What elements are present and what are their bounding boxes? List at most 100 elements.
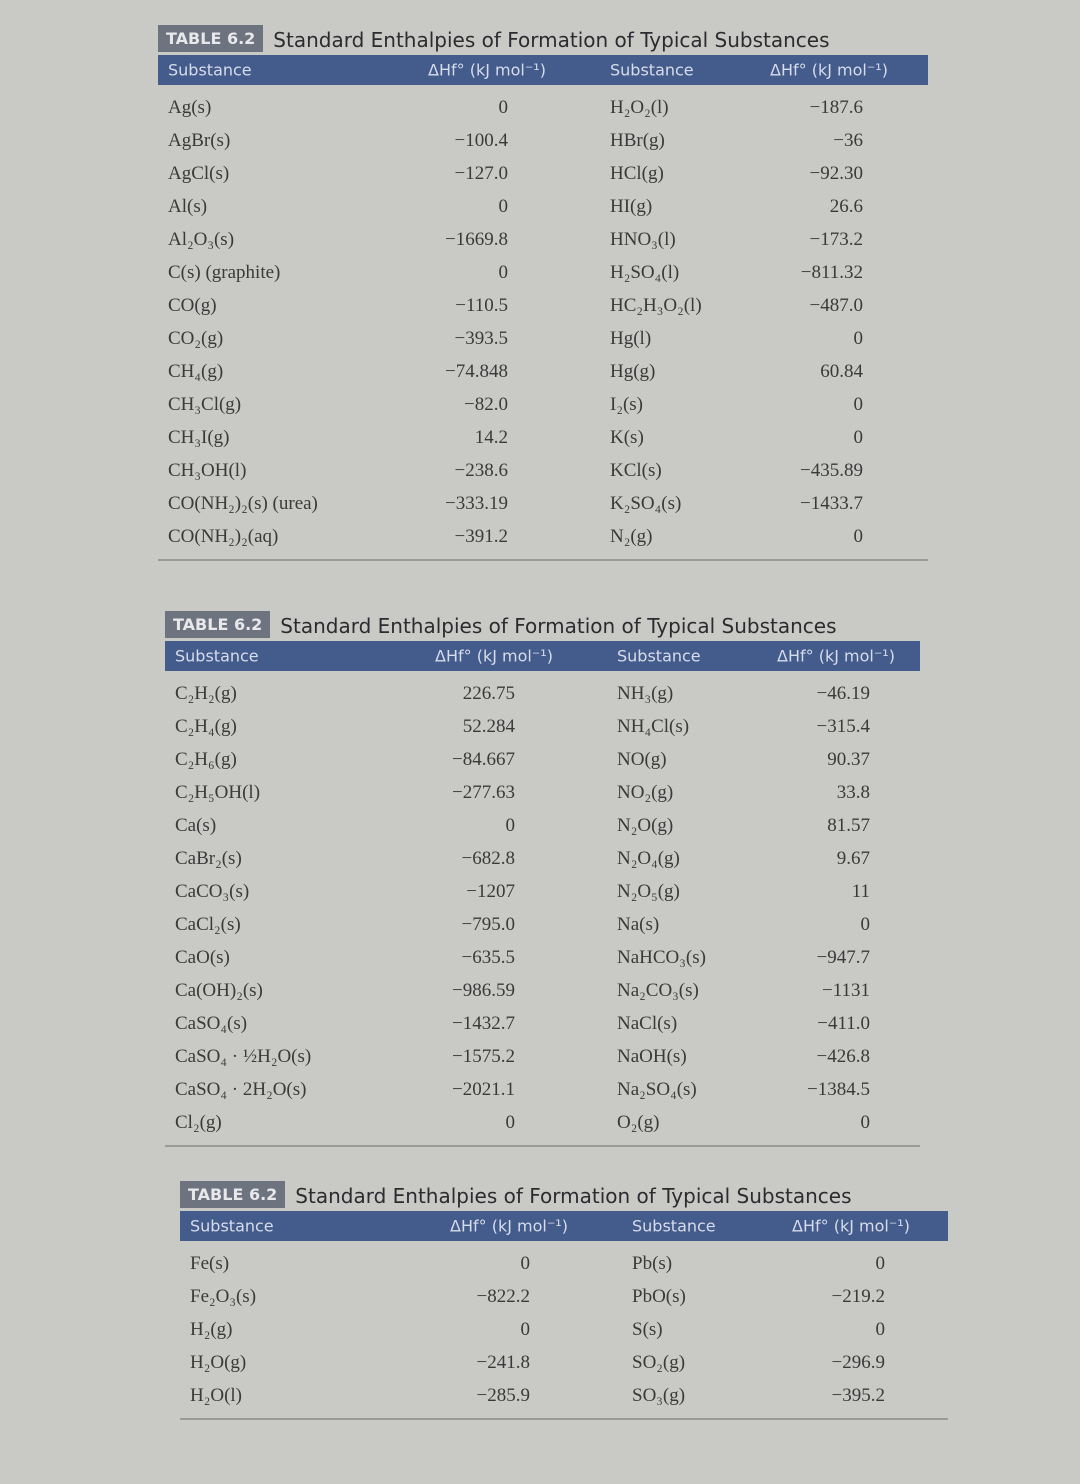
table-row: CH₃I(g) 14.2 K(s) 0	[158, 421, 928, 454]
substance-name: CaBr₂(s)	[175, 847, 242, 869]
column-header: Substance	[617, 646, 701, 666]
enthalpy-value: 0	[860, 913, 871, 935]
enthalpy-value: 0	[853, 426, 864, 448]
table-row: CO(NH₂)₂(s) (urea) −333.19 K₂SO₄(s) −1433.7	[158, 487, 928, 520]
enthalpy-value: −426.8	[816, 1045, 870, 1067]
substance-name: NO(g)	[617, 748, 667, 770]
enthalpy-value: −822.2	[476, 1285, 530, 1307]
substance-name: H₂O₂(l)	[610, 96, 669, 118]
substance-name: Na₂SO₄(s)	[617, 1078, 697, 1100]
table-row: CO(g) −110.5 HC₂H₃O₂(l) −487.0	[158, 289, 928, 322]
enthalpy-value: −219.2	[831, 1285, 885, 1307]
substance-name: HBr(g)	[610, 129, 665, 151]
enthalpy-value: −2021.1	[452, 1078, 515, 1100]
enthalpy-value: −393.5	[454, 327, 508, 349]
substance-name: CO(NH₂)₂(s) (urea)	[168, 492, 318, 514]
enthalpy-value: −127.0	[454, 162, 508, 184]
enthalpy-value: −1384.5	[807, 1078, 870, 1100]
substance-name: Pb(s)	[632, 1252, 673, 1274]
table-number-label: TABLE 6.2	[180, 1181, 286, 1208]
enthalpy-value: 226.75	[462, 682, 515, 704]
enthalpy-value: 0	[498, 96, 509, 118]
enthalpy-value: 11	[851, 880, 870, 902]
enthalpy-value: 0	[505, 814, 516, 836]
substance-name: CaSO₄ · ½H₂O(s)	[175, 1045, 312, 1067]
substance-name: I₂(s)	[610, 393, 643, 415]
substance-name: KCl(s)	[610, 459, 662, 481]
substance-name: HCl(g)	[610, 162, 664, 184]
enthalpy-table-3: TABLE 6.2 Standard Enthalpies of Formatio…	[180, 1176, 948, 1420]
table-row: CH₃OH(l) −238.6 KCl(s) −435.89	[158, 454, 928, 487]
substance-name: CH₄(g)	[168, 360, 224, 382]
table-row: C₂H₅OH(l) −277.63 NO₂(g) 33.8	[165, 776, 920, 809]
column-header: ΔHf° (kJ mol⁻¹)	[450, 1216, 568, 1236]
enthalpy-value: 0	[875, 1318, 886, 1340]
column-header: ΔHf° (kJ mol⁻¹)	[428, 60, 546, 80]
substance-name: Na₂CO₃(s)	[617, 979, 699, 1001]
column-header: ΔHf° (kJ mol⁻¹)	[777, 646, 895, 666]
enthalpy-value: 0	[853, 327, 864, 349]
enthalpy-value: 0	[853, 393, 864, 415]
substance-name: H₂SO₄(l)	[610, 261, 680, 283]
substance-name: HNO₃(l)	[610, 228, 676, 250]
table-row: CaSO₄ · ½H₂O(s) −1575.2 NaOH(s) −426.8	[165, 1040, 920, 1073]
enthalpy-value: −277.63	[452, 781, 515, 803]
column-header: Substance	[175, 646, 259, 666]
enthalpy-value: 0	[498, 261, 509, 283]
column-header: Substance	[632, 1216, 716, 1236]
substance-name: H₂O(g)	[190, 1351, 247, 1373]
table-number-label: TABLE 6.2	[165, 611, 271, 638]
table-row: C₂H₄(g) 52.284 NH₄Cl(s) −315.4	[165, 710, 920, 743]
substance-name: Na(s)	[617, 913, 660, 935]
substance-name: CH₃Cl(g)	[168, 393, 242, 415]
column-header: Substance	[168, 60, 252, 80]
substance-name: SO₂(g)	[632, 1351, 686, 1373]
table-row: Fe(s) 0 Pb(s) 0	[180, 1247, 948, 1280]
substance-name: NO₂(g)	[617, 781, 674, 803]
column-header: ΔHf° (kJ mol⁻¹)	[792, 1216, 910, 1236]
table-row: CH₃Cl(g) −82.0 I₂(s) 0	[158, 388, 928, 421]
substance-name: NaHCO₃(s)	[617, 946, 706, 968]
table-row: Ca(OH)₂(s) −986.59 Na₂CO₃(s) −1131	[165, 974, 920, 1007]
enthalpy-value: 81.57	[827, 814, 870, 836]
column-header: ΔHf° (kJ mol⁻¹)	[770, 60, 888, 80]
enthalpy-value: 0	[498, 195, 509, 217]
enthalpy-value: −1575.2	[452, 1045, 515, 1067]
substance-name: CaSO₄ · 2H₂O(s)	[175, 1078, 307, 1100]
substance-name: NH₃(g)	[617, 682, 674, 704]
substance-name: Cl₂(g)	[175, 1111, 222, 1133]
enthalpy-value: −1433.7	[800, 492, 863, 514]
enthalpy-value: −36	[833, 129, 863, 151]
enthalpy-value: 0	[505, 1111, 516, 1133]
enthalpy-value: −100.4	[454, 129, 508, 151]
table-row: C₂H₆(g) −84.667 NO(g) 90.37	[165, 743, 920, 776]
table-row: Al₂O₃(s) −1669.8 HNO₃(l) −173.2	[158, 223, 928, 256]
substance-name: CH₃OH(l)	[168, 459, 247, 481]
substance-name: PbO(s)	[632, 1285, 686, 1307]
enthalpy-value: −241.8	[476, 1351, 530, 1373]
enthalpy-value: −635.5	[461, 946, 515, 968]
enthalpy-value: 33.8	[836, 781, 870, 803]
enthalpy-value: −435.89	[800, 459, 863, 481]
enthalpy-value: −1207	[466, 880, 515, 902]
table-header: Substance ΔHf° (kJ mol⁻¹) Substance ΔHf° (k…	[180, 1211, 948, 1241]
column-header: ΔHf° (kJ mol⁻¹)	[435, 646, 553, 666]
enthalpy-value: −110.5	[455, 294, 508, 316]
enthalpy-value: 0	[875, 1252, 886, 1274]
table-row: Ca(s) 0 N₂O(g) 81.57	[165, 809, 920, 842]
enthalpy-value: −811.32	[800, 261, 863, 283]
table-row: H₂(g) 0 S(s) 0	[180, 1313, 948, 1346]
substance-name: AgBr(s)	[168, 129, 231, 151]
substance-name: O₂(g)	[617, 1111, 660, 1133]
substance-name: C₂H₂(g)	[175, 682, 237, 704]
table-row: Fe₂O₃(s) −822.2 PbO(s) −219.2	[180, 1280, 948, 1313]
substance-name: K(s)	[610, 426, 644, 448]
enthalpy-value: −315.4	[816, 715, 870, 737]
substance-name: Fe(s)	[190, 1252, 230, 1274]
enthalpy-value: 0	[520, 1252, 531, 1274]
table-row: Ag(s) 0 H₂O₂(l) −187.6	[158, 91, 928, 124]
enthalpy-value: 9.67	[836, 847, 870, 869]
substance-name: C₂H₄(g)	[175, 715, 237, 737]
substance-name: N₂(g)	[610, 525, 653, 547]
substance-name: Hg(g)	[610, 360, 656, 382]
